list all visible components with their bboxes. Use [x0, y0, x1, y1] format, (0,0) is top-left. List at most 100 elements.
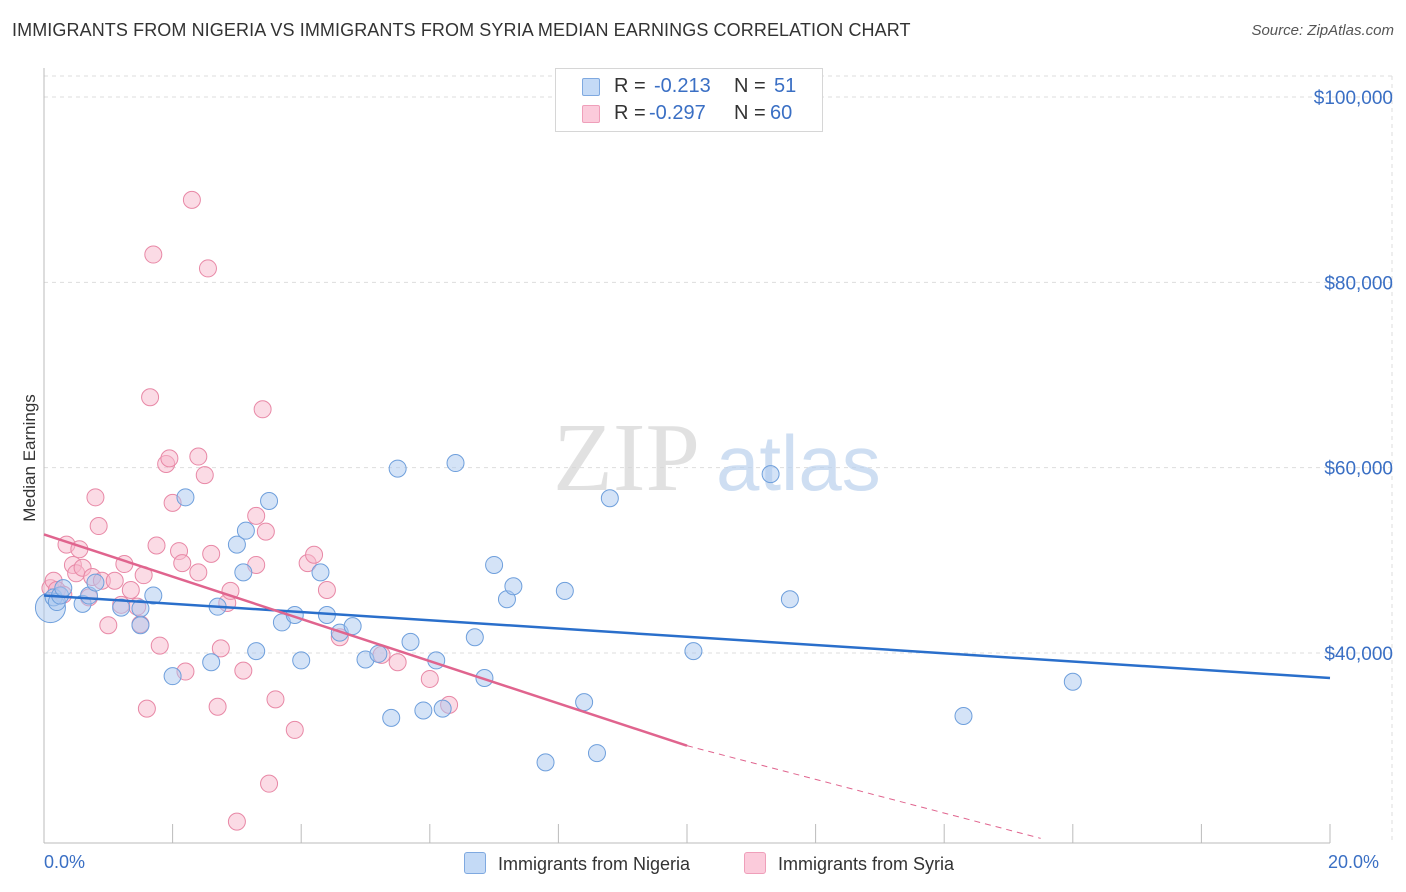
source-note: Source: ZipAtlas.com: [1251, 22, 1394, 39]
y-tick-label: $80,000: [1324, 273, 1393, 294]
nigeria-point: [575, 693, 594, 712]
syria-point: [160, 449, 179, 468]
bottom-legend-nigeria: Immigrants from Nigeria: [464, 852, 690, 875]
nigeria-point: [600, 489, 619, 508]
watermark: ZIP atlas: [553, 404, 881, 512]
syria-point: [99, 616, 118, 635]
syria-point: [121, 580, 140, 599]
syria-point: [285, 720, 304, 739]
nigeria-point: [343, 617, 362, 636]
axes: [43, 68, 1331, 844]
nigeria-point: [292, 651, 311, 670]
nigeria-point: [131, 616, 150, 635]
y-tick-label: $60,000: [1324, 459, 1393, 480]
nigeria-point: [247, 642, 266, 661]
nigeria-point: [382, 708, 401, 727]
syria-point: [227, 812, 246, 831]
correlation-legend: R = -0.213 N = 51 R = -0.297 N = 60: [555, 68, 823, 132]
legend-syria-n: 60: [770, 102, 793, 124]
y-tick-labels: $40,000 $60,000 $80,000 $100,000: [1314, 88, 1393, 665]
legend-swatch-nigeria: [582, 78, 600, 96]
nigeria-point: [684, 642, 703, 661]
syria-point: [266, 690, 285, 709]
nigeria-point: [536, 753, 555, 772]
legend-syria-r: -0.297: [649, 102, 706, 124]
bottom-legend-label-nigeria: Immigrants from Nigeria: [498, 854, 691, 874]
nigeria-points: [34, 454, 1082, 772]
nigeria-point: [1063, 672, 1082, 691]
syria-point: [137, 699, 156, 718]
bottom-legend-swatch-syria: [744, 852, 766, 874]
syria-point: [211, 639, 230, 658]
nigeria-point: [163, 667, 182, 686]
syria-point: [420, 669, 439, 688]
syria-point: [317, 580, 336, 599]
syria-point: [86, 488, 105, 507]
syria-point: [247, 506, 266, 525]
nigeria-point: [401, 632, 420, 651]
syria-point: [182, 190, 201, 209]
watermark-zip: ZIP: [553, 404, 700, 512]
nigeria-point: [176, 488, 195, 507]
nigeria-point: [954, 707, 973, 726]
nigeria-point: [414, 701, 433, 720]
nigeria-point: [236, 521, 255, 540]
legend-nigeria-r: -0.213: [654, 75, 711, 97]
syria-point: [141, 388, 160, 407]
y-tick-label: $100,000: [1314, 88, 1393, 109]
syria-point: [260, 774, 279, 793]
bottom-legend-swatch-nigeria: [464, 852, 486, 874]
x-tick-max: 20.0%: [1328, 852, 1380, 872]
syria-point: [189, 447, 208, 466]
syria-point: [89, 517, 108, 536]
x-tick-min: 0.0%: [44, 852, 86, 872]
syria-point: [388, 653, 407, 672]
trend-lines: [43, 533, 1331, 839]
nigeria-point: [446, 454, 465, 473]
watermark-atlas: atlas: [716, 419, 881, 507]
nigeria-point: [112, 598, 131, 617]
nigeria-point: [202, 653, 221, 672]
syria-point: [208, 697, 227, 716]
nigeria-point: [369, 644, 388, 663]
bottom-legend-syria: Immigrants from Syria: [744, 852, 954, 875]
nigeria-point: [260, 492, 279, 511]
syria-point: [256, 522, 275, 541]
nigeria-point: [311, 563, 330, 582]
nigeria-point: [504, 577, 523, 596]
syria-point: [173, 554, 192, 573]
nigeria-point: [388, 459, 407, 478]
nigeria-trend-line: [43, 594, 1331, 680]
syria-trend-extension: [686, 745, 1041, 839]
syria-point: [198, 259, 217, 278]
syria-point: [150, 636, 169, 655]
syria-point: [253, 400, 272, 419]
nigeria-point: [780, 590, 799, 609]
y-tick-label: $40,000: [1324, 644, 1393, 665]
legend-swatch-syria: [582, 105, 600, 123]
syria-point: [147, 536, 166, 555]
syria-point: [195, 466, 214, 485]
syria-point: [105, 571, 124, 590]
syria-point: [234, 661, 253, 680]
nigeria-point: [465, 628, 484, 647]
chart-title: IMMIGRANTS FROM NIGERIA VS IMMIGRANTS FR…: [12, 20, 911, 40]
nigeria-point: [144, 586, 163, 605]
nigeria-point: [485, 555, 504, 574]
syria-point: [305, 545, 324, 564]
legend-n-label: N =: [734, 102, 766, 124]
syria-point: [202, 544, 221, 563]
syria-point: [144, 245, 163, 264]
nigeria-point: [433, 699, 452, 718]
syria-points: [41, 190, 459, 831]
syria-point: [189, 563, 208, 582]
legend-nigeria-n: 51: [774, 75, 797, 97]
legend-r-label: R =: [614, 102, 646, 124]
nigeria-point: [54, 579, 73, 598]
nigeria-point: [587, 744, 606, 763]
nigeria-point: [761, 465, 780, 484]
legend-r-label: R =: [614, 75, 646, 97]
bottom-legend-label-syria: Immigrants from Syria: [778, 854, 955, 874]
nigeria-point: [86, 573, 105, 592]
nigeria-point: [555, 581, 574, 600]
